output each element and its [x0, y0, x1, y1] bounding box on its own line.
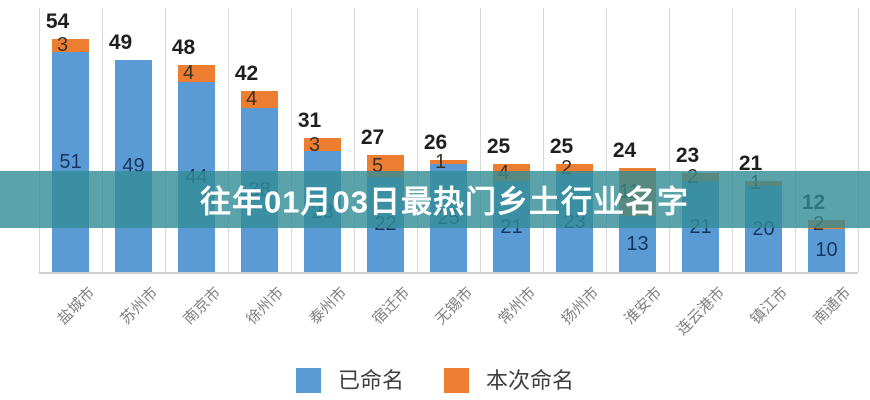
bar-total-label: 48 — [171, 35, 196, 59]
bar-total-label: 49 — [108, 31, 133, 55]
segment-value-new: 4 — [182, 62, 195, 85]
bar-total-label: 23 — [675, 143, 700, 167]
bar-segment-new — [304, 138, 341, 152]
bar-total-label: 24 — [612, 139, 637, 163]
bar-segment-new — [430, 159, 467, 164]
x-axis-category-label: 无锡市 — [432, 284, 477, 328]
segment-value-new: 1 — [434, 150, 447, 173]
bar-segment-new — [178, 64, 215, 82]
gridline — [543, 8, 544, 272]
bar-total-label: 54 — [45, 9, 70, 33]
bar-segment-named — [115, 60, 152, 272]
gridline — [480, 8, 481, 272]
legend-item-named: 已命名 — [295, 367, 404, 393]
gridline — [102, 8, 103, 272]
chart-legend: 已命名 本次命名 — [0, 364, 870, 396]
x-axis-category-label: 常州市 — [495, 284, 540, 328]
x-axis-category-label: 徐州市 — [243, 284, 288, 328]
bar-total-label: 42 — [234, 61, 259, 85]
page-title: 往年01月03日最热门乡土行业名字 — [200, 184, 689, 220]
legend-swatch-orange-icon — [444, 367, 469, 393]
x-axis-category-label: 宿迁市 — [369, 284, 414, 328]
gridline — [669, 8, 670, 272]
x-axis-category-label: 泰州市 — [306, 284, 351, 328]
gridline — [417, 8, 418, 272]
bar-segment-new — [52, 38, 89, 52]
bar-segment-new — [241, 90, 278, 108]
segment-value-named: 13 — [626, 232, 649, 255]
bar-segment-new — [556, 164, 593, 173]
bar-total-label: 31 — [297, 109, 322, 133]
x-axis-category-label: 淮安市 — [621, 284, 666, 328]
gridline — [291, 8, 292, 272]
bar-total-label: 21 — [738, 152, 763, 176]
x-axis-category-label: 南京市 — [180, 284, 225, 328]
x-axis-category-label: 南通市 — [810, 284, 855, 328]
segment-value-named: 51 — [59, 150, 82, 173]
gridline — [39, 8, 40, 272]
gridline — [228, 8, 229, 272]
x-axis-category-label: 连云港市 — [674, 284, 729, 339]
bar-segment-named — [808, 228, 845, 272]
gridline — [354, 8, 355, 272]
segment-value-named: 10 — [815, 239, 838, 262]
bar-total-label: 26 — [423, 130, 448, 154]
title-overlay-band: 往年01月03日最热门乡土行业名字 — [0, 171, 870, 228]
x-axis-category-label: 镇江市 — [747, 284, 792, 328]
gridline — [732, 8, 733, 272]
gridline — [795, 8, 796, 272]
segment-value-new: 3 — [56, 34, 69, 57]
segment-value-new: 4 — [245, 88, 258, 111]
bar-segment-named — [52, 51, 89, 272]
segment-value-new: 5 — [371, 155, 384, 178]
gridline — [165, 8, 166, 272]
legend-swatch-blue-icon — [295, 367, 321, 393]
segment-value-new: 3 — [308, 133, 321, 156]
gridline — [858, 8, 859, 272]
bar-total-label: 25 — [549, 135, 574, 158]
bar-total-label: 27 — [360, 126, 385, 150]
x-axis-category-label: 盐城市 — [54, 284, 99, 328]
gridline — [606, 8, 607, 272]
x-axis-line — [39, 272, 858, 274]
legend-label-named: 已命名 — [337, 367, 404, 393]
bar-total-label: 25 — [486, 135, 511, 158]
legend-label-new: 本次命名 — [486, 367, 575, 393]
legend-item-new: 本次命名 — [444, 367, 575, 393]
x-axis-category-label: 苏州市 — [117, 284, 162, 328]
x-axis-category-label: 扬州市 — [558, 284, 603, 328]
segment-value-new: 2 — [560, 157, 573, 180]
